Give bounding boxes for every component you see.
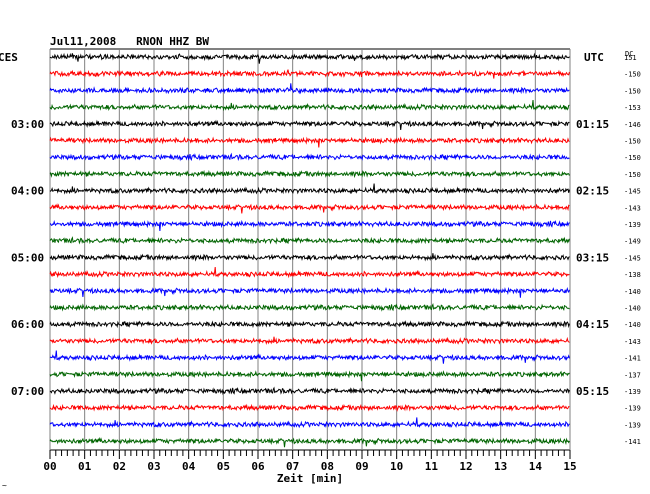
seismic-trace [49,100,570,112]
dc-value-label: -141 [624,355,641,363]
dc-value-label: -139 [624,405,641,413]
seismic-trace [49,83,570,95]
seismic-traces [49,52,570,448]
left-time-label: 05:00 [11,251,44,264]
left-time-label: 06:00 [11,318,44,331]
seismic-trace [49,336,570,345]
dc-value-label: -140 [624,321,641,329]
dc-value-label: -141 [624,438,641,446]
dc-value-label: 151 [624,54,637,62]
dc-value-label: -149 [624,238,641,246]
left-time-label: 04:00 [11,185,44,198]
dc-value-label: -137 [624,371,641,379]
left-time-label: 03:00 [11,118,44,131]
seismic-trace [49,119,570,130]
dc-value-label: -145 [624,254,641,262]
seismic-trace [49,236,570,245]
seismic-trace [49,183,570,195]
seismic-trace [49,286,570,298]
dc-value-label: -145 [624,188,641,196]
dc-value-label: -143 [624,338,641,346]
dc-value-label: -153 [624,104,641,112]
seismic-trace [49,152,570,162]
x-tick-label: 09 [355,460,368,473]
x-tick-label: 04 [182,460,196,473]
seismic-trace [49,253,570,262]
x-tick-label: 15 [563,460,576,473]
axis-labels: 00 01 02 03 04 05 06 07 08 09 10 11 12 13 14 15 151 -150 -… [11,54,641,473]
x-tick-label: 06 [251,460,265,473]
x-tick-label: 14 [529,460,543,473]
dc-value-label: -150 [624,71,641,79]
dc-value-label: -150 [624,154,641,162]
chart-title: Jul11,2008 RNON HHZ BW [50,35,209,48]
seismic-trace [49,370,570,382]
seismic-trace [49,52,570,64]
dc-value-label: -140 [624,288,641,296]
seismic-trace [49,403,570,412]
x-axis-label: Zeit [min] [277,472,343,485]
x-tick-label: 10 [390,460,403,473]
dc-value-label: -139 [624,388,641,396]
seismic-trace [49,417,570,429]
dc-value-label: -146 [624,121,641,129]
dc-label: DC [625,50,633,58]
dc-value-label: -139 [624,221,641,229]
x-tick-label: 12 [459,460,472,473]
x-tick-label: 01 [78,460,92,473]
dc-value-label: -150 [624,171,641,179]
dc-value-label: -150 [624,138,641,146]
x-tick-label: 03 [147,460,160,473]
seismic-trace [49,169,570,179]
x-tick-label: 13 [494,460,507,473]
dc-value-label: -138 [624,271,641,279]
seismic-trace [49,436,570,448]
right-axis-label: UTC [584,51,604,64]
x-tick-label: 05 [217,460,230,473]
x-tick-label: 02 [113,460,126,473]
left-time-label: 07:00 [11,385,44,398]
right-time-label: 05:15 [576,385,609,398]
right-time-label: 01:15 [576,118,609,131]
right-time-label: 04:15 [576,318,609,331]
x-tick-label: 08 [321,460,334,473]
dc-value-label: -143 [624,204,641,212]
footer-mark: ~ [2,481,7,490]
right-time-label: 02:15 [576,185,609,198]
dc-value-label: -150 [624,87,641,95]
x-tick-label: 07 [286,460,299,473]
seismic-trace [49,203,570,214]
right-time-label: 03:15 [576,251,609,264]
seismic-trace [49,69,570,79]
x-tick-label: 00 [43,460,56,473]
seismic-trace [49,350,570,364]
plot-grid [49,48,571,459]
seismic-trace [49,136,570,148]
seismic-trace [49,320,570,329]
left-axis-label: CES [0,51,18,64]
seismic-trace [49,219,570,231]
x-tick-label: 11 [425,460,439,473]
seismic-trace [49,302,570,312]
dc-value-label: -140 [624,305,641,313]
dc-value-label: -139 [624,421,641,429]
seismic-trace [49,267,570,279]
seismic-trace [49,386,570,396]
